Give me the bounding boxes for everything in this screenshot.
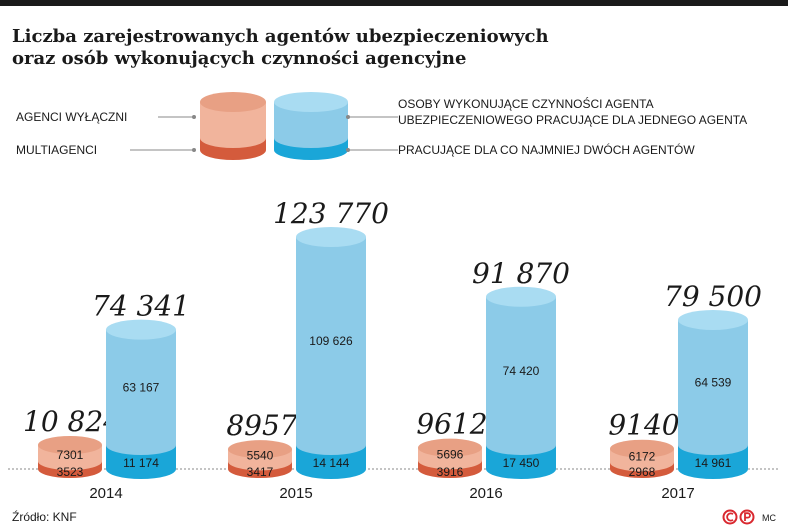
osoby-value-2015: 109 626 — [309, 334, 353, 348]
pracujace-value-2015: 14 144 — [313, 456, 350, 470]
pracujace-value-2016: 17 450 — [503, 456, 540, 470]
persons-cylinder-2017-top-cap — [678, 309, 748, 330]
agenci-wylaczni-value-2017: 6172 — [629, 449, 656, 463]
legend-label-osoby-line-2: UBEZPIECZENIOWEGO PRACUJĄCE DLA JEDNEGO … — [398, 113, 747, 127]
legend-persons-cylinder-top-cap — [274, 92, 348, 112]
osoby-value-2016: 74 420 — [503, 364, 540, 378]
year-label-2015: 2015 — [279, 485, 312, 502]
persons-cylinder-2014-top-cap — [106, 319, 176, 340]
agents-cylinder-2015-top-cap — [228, 440, 292, 459]
agents-cylinder-2017-top-cap — [610, 439, 674, 458]
source-note: Źródło: KNF — [12, 510, 77, 524]
persons-total-label-2015: 123 770 — [273, 197, 389, 230]
legend-leader-dot — [346, 115, 350, 119]
legend-label-osoby-line-1: OSOBY WYKONUJĄCE CZYNNOŚCI AGENTA — [398, 96, 654, 111]
agents-total-label-2016: 9612 — [416, 408, 487, 441]
agenci-wylaczni-value-2015: 5540 — [247, 448, 274, 462]
agenci-wylaczni-value-2016: 5696 — [437, 447, 464, 461]
legend-leader-dot — [192, 115, 196, 119]
chart-title: Liczba zarejestrowanych agentów ubezpiec… — [12, 26, 652, 70]
legend-label-pracujace: PRACUJĄCE DLA CO NAJMNIEJ DWÓCH AGENTÓW — [398, 142, 695, 157]
legend-agents-cylinder-top-cap — [200, 92, 266, 112]
osoby-value-2017: 64 539 — [695, 375, 732, 389]
agents-total-label-2017: 9140 — [608, 409, 679, 442]
legend-persons-cylinder-upper-segment — [274, 102, 348, 148]
year-label-2014: 2014 — [89, 485, 122, 502]
pracujace-value-2017: 14 961 — [695, 456, 732, 470]
multiagenci-value-2016: 3916 — [437, 465, 464, 479]
chart-title-line-1: Liczba zarejestrowanych agentów ubezpiec… — [12, 26, 549, 47]
persons-cylinder-2014-upper-segment — [106, 329, 176, 455]
agents-cylinder-2016-top-cap — [418, 438, 482, 457]
legend-label-agenci-wylaczni: AGENCI WYŁĄCZNI — [16, 110, 127, 124]
legend-leader-dot — [192, 148, 196, 152]
agents-total-label-2015: 8957 — [226, 409, 297, 442]
agents-cylinder-2014-top-cap — [38, 436, 102, 454]
legend-agents-cylinder-upper-segment — [200, 102, 266, 148]
publisher-logo — [722, 509, 755, 525]
persons-cylinder-2017-upper-segment — [678, 319, 748, 455]
osoby-value-2014: 63 167 — [123, 380, 160, 394]
multiagenci-value-2017: 2968 — [629, 465, 656, 479]
year-label-2016: 2016 — [469, 485, 502, 502]
persons-cylinder-2016-upper-segment — [486, 296, 556, 455]
persons-total-label-2017: 79 500 — [664, 280, 762, 313]
multiagenci-value-2015: 3417 — [247, 465, 274, 479]
pracujace-value-2014: 11 174 — [123, 456, 159, 470]
persons-cylinder-2015-upper-segment — [296, 237, 366, 455]
persons-cylinder-2015-top-cap — [296, 227, 366, 247]
author-credit: MC — [762, 513, 776, 523]
multiagenci-value-2014: 3523 — [57, 465, 84, 479]
year-label-2017: 2017 — [661, 485, 694, 502]
legend-leader-dot — [346, 148, 350, 152]
chart-title-line-2: oraz osób wykonujących czynności agencyj… — [12, 48, 467, 69]
persons-total-label-2014: 74 341 — [92, 290, 190, 323]
persons-total-label-2016: 91 870 — [472, 257, 570, 290]
legend-label-multiagenci: MULTIAGENCI — [16, 143, 97, 157]
top-rule — [0, 0, 788, 6]
agenci-wylaczni-value-2014: 7301 — [57, 448, 84, 462]
persons-cylinder-2016-top-cap — [486, 286, 556, 307]
agents-total-label-2014: 10 824 — [23, 405, 121, 438]
